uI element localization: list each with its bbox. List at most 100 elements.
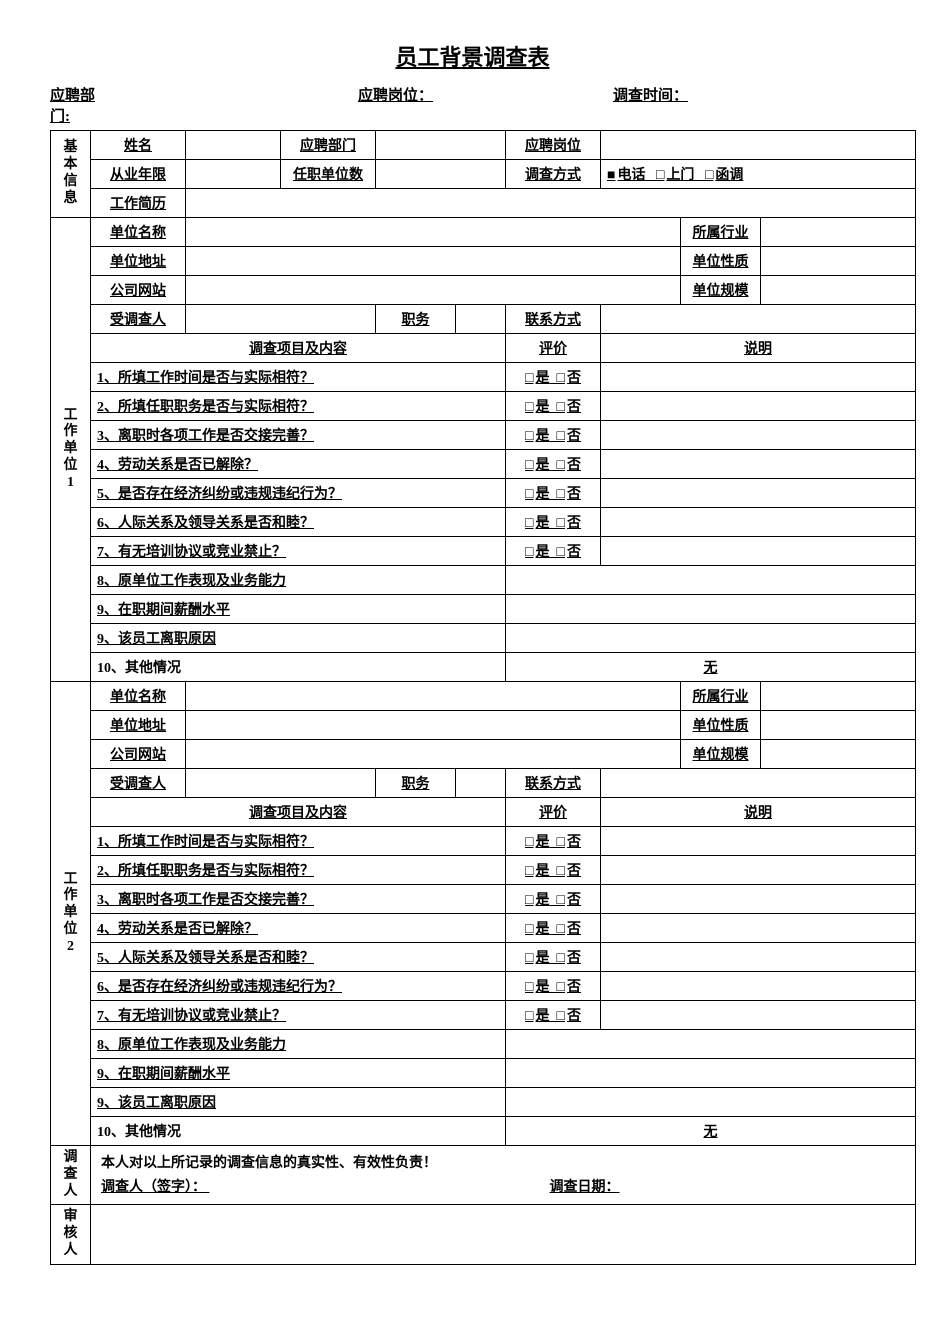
method-phone-check[interactable] [607,168,617,183]
u2-label-website: 公司网站 [91,740,186,769]
section-unit1: 工 作 单 位 1 [51,218,91,682]
declaration: 本人对以上所记录的调查信息的真实性、有效性负责！ [101,1152,905,1172]
u2-val-website[interactable] [186,740,681,769]
u2-q4-note[interactable] [601,914,916,943]
u1-q7-yn[interactable]: 是 否 [506,537,601,566]
u1-q7-note[interactable] [601,537,916,566]
u2-val-contact[interactable] [601,769,916,798]
u2-q4: 4、劳动关系是否已解除？ [91,914,506,943]
u1-q2: 2、所填任职职务是否与实际相符？ [91,392,506,421]
u1-q10-val[interactable]: 无 [506,653,916,682]
u2-q1-yn[interactable]: 是 否 [506,827,601,856]
u1-q9a: 9、在职期间薪酬水平 [91,595,506,624]
u1-q1-yn[interactable]: 是 否 [506,363,601,392]
u1-val-company[interactable] [186,218,681,247]
val-company-count[interactable] [376,160,506,189]
u2-label-position: 职务 [376,769,456,798]
u2-label-respondent: 受调查人 [91,769,186,798]
u2-val-respondent[interactable] [186,769,376,798]
u1-q4-note[interactable] [601,450,916,479]
val-survey-method[interactable]: 电话 上门 函调 [601,160,916,189]
u2-q6-yn[interactable]: 是 否 [506,972,601,1001]
u1-q3: 3、离职时各项工作是否交接完善？ [91,421,506,450]
u1-q2-note[interactable] [601,392,916,421]
u1-val-website[interactable] [186,276,681,305]
u2-q6: 6、是否存在经济纠纷或违规违纪行为？ [91,972,506,1001]
u1-q9b-val[interactable] [506,624,916,653]
u2-val-company[interactable] [186,682,681,711]
u1-val-scale[interactable] [761,276,916,305]
u2-q10-val[interactable]: 无 [506,1117,916,1146]
val-resume[interactable] [186,189,916,218]
u1-val-address[interactable] [186,247,681,276]
method-letter-check[interactable] [705,168,715,183]
u2-q4-yn[interactable]: 是 否 [506,914,601,943]
u1-q6-yn[interactable]: 是 否 [506,508,601,537]
u1-val-position[interactable] [456,305,506,334]
u2-label-nature: 单位性质 [681,711,761,740]
u1-val-respondent[interactable] [186,305,376,334]
u1-val-industry[interactable] [761,218,916,247]
val-apply-dept[interactable] [376,131,506,160]
section-investigator: 调 查 人 [51,1146,91,1205]
section-reviewer: 审 核 人 [51,1205,91,1264]
u2-val-nature[interactable] [761,711,916,740]
u1-label-industry: 所属行业 [681,218,761,247]
u2-q5: 5、人际关系及领导关系是否和睦？ [91,943,506,972]
u2-q5-yn[interactable]: 是 否 [506,943,601,972]
u1-q5-yn[interactable]: 是 否 [506,479,601,508]
header-line: 应聘部门: 应聘岗位： 调查时间： [50,84,895,126]
u2-q5-note[interactable] [601,943,916,972]
u1-label-eval: 评价 [506,334,601,363]
u1-q5-note[interactable] [601,479,916,508]
u2-q2-note[interactable] [601,856,916,885]
header-time-label: 调查时间： [613,84,688,126]
label-survey-method: 调查方式 [506,160,601,189]
u1-q1-note[interactable] [601,363,916,392]
u2-q2-yn[interactable]: 是 否 [506,856,601,885]
u1-q8-val[interactable] [506,566,916,595]
u2-q9a: 9、在职期间薪酬水平 [91,1059,506,1088]
u1-q9a-val[interactable] [506,595,916,624]
u2-val-industry[interactable] [761,682,916,711]
u2-q3-yn[interactable]: 是 否 [506,885,601,914]
u2-q7-yn[interactable]: 是 否 [506,1001,601,1030]
u1-label-website: 公司网站 [91,276,186,305]
u2-q9a-val[interactable] [506,1059,916,1088]
val-apply-pos[interactable] [601,131,916,160]
label-work-years: 从业年限 [91,160,186,189]
u2-label-note: 说明 [601,798,916,827]
val-name[interactable] [186,131,281,160]
u1-val-contact[interactable] [601,305,916,334]
u2-q8-val[interactable] [506,1030,916,1059]
u2-label-scale: 单位规模 [681,740,761,769]
u1-q3-yn[interactable]: 是 否 [506,421,601,450]
u2-val-address[interactable] [186,711,681,740]
u2-q3-note[interactable] [601,885,916,914]
u2-q7-note[interactable] [601,1001,916,1030]
u1-label-nature: 单位性质 [681,247,761,276]
label-company-count: 任职单位数 [281,160,376,189]
header-dept-label: 应聘部门: [50,84,110,126]
u1-q7: 7、有无培训协议或竞业禁止？ [91,537,506,566]
u2-q1-note[interactable] [601,827,916,856]
u1-label-contact: 联系方式 [506,305,601,334]
method-visit-check[interactable] [656,168,666,183]
u2-val-scale[interactable] [761,740,916,769]
u2-q9b: 9、该员工离职原因 [91,1088,506,1117]
u1-q2-yn[interactable]: 是 否 [506,392,601,421]
u1-val-nature[interactable] [761,247,916,276]
u1-label-address: 单位地址 [91,247,186,276]
u2-q2: 2、所填任职职务是否与实际相符？ [91,856,506,885]
u1-q4-yn[interactable]: 是 否 [506,450,601,479]
u1-q3-note[interactable] [601,421,916,450]
investigator-block[interactable]: 本人对以上所记录的调查信息的真实性、有效性负责！ 调查人（签字）： 调查日期： [91,1146,916,1205]
u2-q9b-val[interactable] [506,1088,916,1117]
u2-val-position[interactable] [456,769,506,798]
val-work-years[interactable] [186,160,281,189]
u1-q6-note[interactable] [601,508,916,537]
u1-label-items: 调查项目及内容 [91,334,506,363]
reviewer-block[interactable] [91,1205,916,1264]
u2-q6-note[interactable] [601,972,916,1001]
u2-label-eval: 评价 [506,798,601,827]
